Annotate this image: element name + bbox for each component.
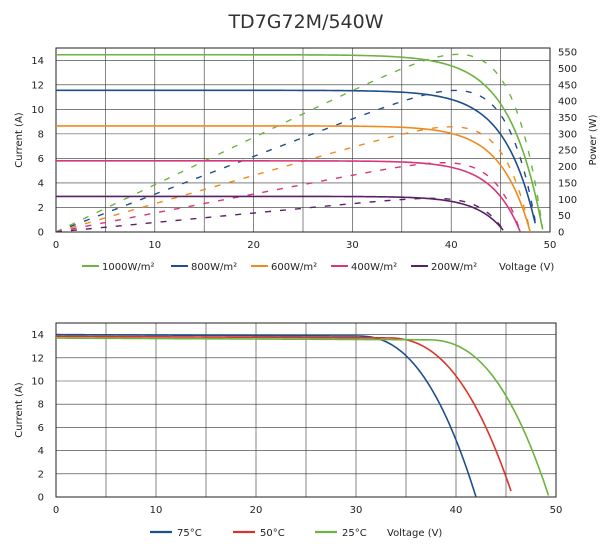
- chart1-legend-label-2: 600W/m²: [271, 262, 317, 273]
- chart2-y-tick-label: 2: [38, 469, 44, 480]
- chart1-y-tick-label: 0: [38, 228, 44, 239]
- chart2-x-tick-label: 10: [150, 505, 163, 516]
- chart1-pv-curve-4: [56, 197, 504, 232]
- chart1-y2-tick-label: 300: [558, 129, 577, 140]
- chart-temperature: 0 10 20 30 40 50 0 2 4 6 8 10 12 14 Current (A) 75°C 50°…: [14, 322, 563, 539]
- chart2-y-tick-label: 6: [38, 423, 44, 434]
- chart2-legend-label-1: 50°C: [260, 528, 285, 539]
- chart2-y-tick-label: 12: [31, 353, 44, 364]
- chart1-pv-curve-2: [56, 126, 531, 232]
- chart1-iv-curve-0: [56, 53, 544, 230]
- chart2-x-tick-label: 20: [250, 505, 263, 516]
- chart1-iv-curve-3: [56, 160, 522, 232]
- chart1-y2-tick-label: 150: [558, 178, 577, 189]
- chart1-x-tick-label: 40: [445, 240, 458, 251]
- chart2-x-tick-label: 40: [450, 505, 463, 516]
- chart1-iv-curve-1: [56, 89, 536, 224]
- chart1-iv-curve-2: [56, 125, 532, 232]
- chart2-plot-frame: [55, 322, 557, 498]
- chart1-y2-tick-label: 200: [558, 162, 577, 173]
- chart1-plot-frame: [55, 47, 551, 233]
- chart1-y2-axis-label: Power (W): [588, 114, 599, 165]
- chart1-x-axis-label: Voltage (V): [499, 262, 554, 273]
- chart1-y2-tick-label: 550: [558, 48, 577, 59]
- chart1-y-axis-label: Current (A): [14, 112, 25, 167]
- chart1-y-tick-label: 14: [31, 56, 44, 67]
- chart1-x-tick-label: 10: [148, 240, 161, 251]
- chart2-legend-label-2: 25°C: [342, 528, 367, 539]
- chart1-pv-curve-1: [56, 89, 536, 232]
- chart1-x-tick-label: 30: [346, 240, 359, 251]
- chart1-y2-tick-label: 500: [558, 64, 577, 75]
- chart2-y-axis-label: Current (A): [14, 382, 25, 437]
- chart2-legend-label-0: 75°C: [177, 528, 202, 539]
- chart1-y2-tick-label: 0: [558, 228, 564, 239]
- chart2-y-tick-label: 0: [38, 493, 44, 504]
- chart1-x-tick-label: 0: [53, 240, 59, 251]
- chart1-y-tick-label: 12: [31, 80, 44, 91]
- chart2-y-tick-label: 14: [31, 330, 44, 341]
- chart1-y2-tick-label: 350: [558, 113, 577, 124]
- chart1-x-tick-label: 20: [247, 240, 260, 251]
- chart1-y2-tick-label: 50: [558, 211, 571, 222]
- chart2-x-axis-label: Voltage (V): [387, 528, 442, 539]
- chart2-y-tick-label: 4: [38, 446, 44, 457]
- chart2-iv-curve-0: [56, 333, 477, 497]
- chart2-y-tick-label: 10: [31, 377, 44, 388]
- chart1-y2-tick-label: 400: [558, 97, 577, 108]
- chart2-y-tick-label: 8: [38, 400, 44, 411]
- chart1-pv-curve-3: [56, 162, 522, 232]
- chart1-y-tick-label: 10: [31, 105, 44, 116]
- chart1-y2-tick-label: 250: [558, 146, 577, 157]
- chart1-legend-label-3: 400W/m²: [351, 262, 397, 273]
- chart1-y2-tick-label: 100: [558, 195, 577, 206]
- chart2-iv-curve-2: [56, 337, 550, 496]
- chart1-iv-curve-4: [56, 195, 504, 231]
- chart2-x-tick-label: 0: [53, 505, 59, 516]
- chart1-y-tick-label: 2: [38, 203, 44, 214]
- chart1-y-tick-label: 4: [38, 178, 44, 189]
- chart1-legend-label-0: 1000W/m²: [102, 262, 154, 273]
- chart1-y2-tick-label: 450: [558, 80, 577, 91]
- chart1-legend-label-4: 200W/m²: [431, 262, 477, 273]
- chart1-y-tick-label: 8: [38, 129, 44, 140]
- chart1-x-tick-label: 50: [544, 240, 557, 251]
- chart1-y-tick-label: 6: [38, 154, 44, 165]
- chart2-x-tick-label: 30: [350, 505, 363, 516]
- chart1-legend-label-1: 800W/m²: [191, 262, 237, 273]
- chart-title: TD7G72M/540W: [227, 11, 383, 33]
- chart2-iv-curve-1: [56, 335, 512, 492]
- chart2-x-tick-label: 50: [550, 505, 563, 516]
